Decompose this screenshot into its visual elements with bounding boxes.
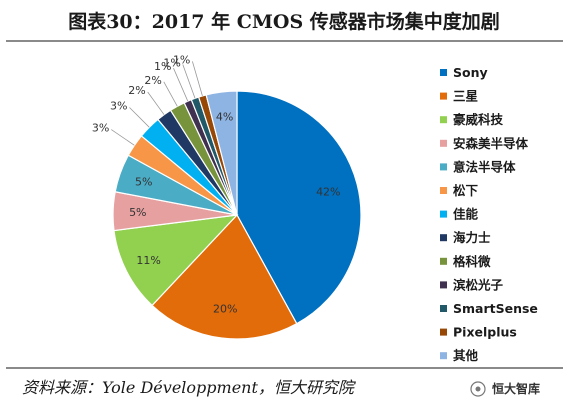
legend-swatch-item-6 bbox=[440, 210, 447, 218]
legend-swatch-sony bbox=[440, 69, 447, 76]
legend-label-item-6: 佳能 bbox=[453, 207, 479, 222]
pie-slices bbox=[112, 90, 362, 340]
legend-label-item-9: 滨松光子 bbox=[453, 277, 504, 292]
legend-label-item-8: 格科微 bbox=[453, 254, 491, 269]
watermark-icon-dot bbox=[475, 386, 481, 392]
legend-label-item-12: 其他 bbox=[453, 348, 479, 363]
watermark-text: 恒大智库 bbox=[492, 381, 540, 396]
data-label-item-2: 11% bbox=[136, 254, 160, 267]
pie-slice-item-2 bbox=[113, 214, 239, 307]
legend-label-smartsense: SmartSense bbox=[453, 301, 538, 316]
data-label-pixelplus: 1% bbox=[173, 53, 190, 66]
pie-slice-item-1 bbox=[151, 213, 298, 340]
data-label-item-6: 3% bbox=[110, 100, 127, 113]
data-label-item-3: 5% bbox=[129, 206, 146, 219]
legend-swatch-item-12 bbox=[440, 352, 447, 360]
legend-swatch-item-8 bbox=[440, 257, 447, 265]
leader-line-item-8 bbox=[163, 81, 178, 107]
legend-swatch-pixelplus bbox=[440, 328, 447, 336]
data-label-sony: 42% bbox=[316, 186, 340, 199]
leader-line-item-7 bbox=[147, 91, 165, 115]
data-label-item-8: 2% bbox=[144, 74, 161, 87]
data-label-smartsense: 1% bbox=[163, 57, 180, 70]
legend-label-item-5: 松下 bbox=[453, 183, 479, 198]
legend-label-item-3: 安森美半导体 bbox=[453, 136, 529, 151]
legend-swatch-item-7 bbox=[440, 234, 447, 242]
legend-swatch-item-2 bbox=[440, 116, 447, 124]
leader-line-pixelplus bbox=[192, 61, 203, 97]
legend-swatch-item-1 bbox=[440, 92, 447, 100]
data-labels: 42%20%11%5%5%3%3%2%2%1%1%1%4% bbox=[92, 53, 341, 315]
legend-label-sony: Sony bbox=[453, 65, 488, 80]
data-label-item-4: 5% bbox=[135, 175, 152, 188]
legend-label-item-2: 豪威科技 bbox=[453, 112, 504, 127]
leader-line-item-6 bbox=[129, 107, 150, 128]
leader-line-item-9 bbox=[173, 68, 189, 102]
data-label-item-9: 1% bbox=[154, 60, 171, 73]
legend-label-pixelplus: Pixelplus bbox=[453, 325, 517, 340]
data-label-item-7: 2% bbox=[128, 84, 145, 97]
leader-lines bbox=[111, 61, 203, 146]
chart-title: 图表30：2017 年 CMOS 传感器市场集中度加剧 bbox=[68, 10, 500, 33]
legend-swatch-smartsense bbox=[440, 305, 447, 312]
data-label-item-1: 20% bbox=[213, 303, 237, 316]
legend-swatch-item-9 bbox=[440, 281, 447, 289]
pie-slice-sony bbox=[236, 90, 362, 325]
watermark: 恒大智库 bbox=[470, 381, 540, 397]
data-label-item-5: 3% bbox=[92, 122, 109, 135]
pie-slice-item-12 bbox=[205, 90, 238, 216]
legend-label-item-7: 海力士 bbox=[453, 230, 491, 245]
legend-swatch-item-5 bbox=[440, 187, 447, 194]
leader-line-item-5 bbox=[111, 129, 135, 146]
legend-label-item-1: 三星 bbox=[453, 89, 478, 104]
legend-swatch-item-3 bbox=[440, 139, 447, 147]
legend-label-item-4: 意法半导体 bbox=[453, 159, 516, 174]
source-note: 资料来源：Yole Développment，恒大研究院 bbox=[22, 378, 357, 397]
legend-swatch-item-4 bbox=[440, 163, 447, 171]
leader-line-smartsense bbox=[182, 64, 196, 99]
data-label-item-12: 4% bbox=[216, 111, 233, 124]
watermark-icon bbox=[470, 381, 486, 397]
